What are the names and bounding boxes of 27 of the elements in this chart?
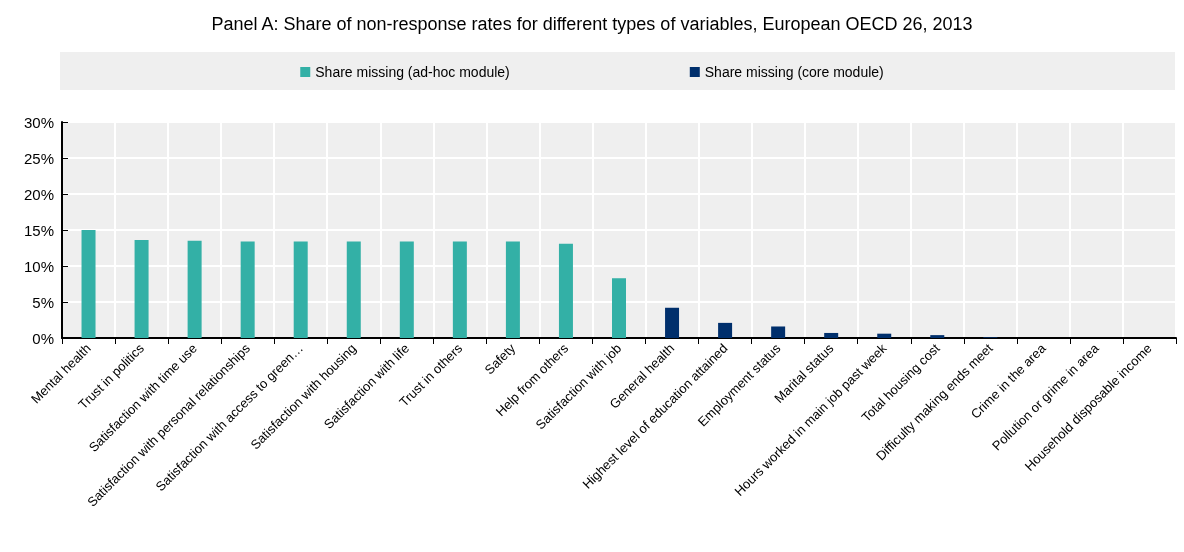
y-tick-label: 20% <box>23 185 54 203</box>
y-tick-label: 5% <box>32 293 54 311</box>
bar <box>824 332 839 338</box>
bar <box>505 241 520 338</box>
y-tick-label: 25% <box>23 149 54 167</box>
bar <box>771 326 786 338</box>
chart-title: Panel A: Share of non-response rates for different types of variables, European OECD 26, 2013 <box>211 14 973 34</box>
bar <box>558 243 573 338</box>
bar <box>187 240 202 338</box>
bar <box>612 278 626 338</box>
bar <box>81 230 96 338</box>
bar <box>665 307 680 338</box>
bar <box>930 335 945 338</box>
y-tick-label: 15% <box>23 221 54 239</box>
bar <box>293 241 308 338</box>
bar <box>346 241 361 338</box>
y-tick-label: 30% <box>23 113 54 131</box>
bar <box>399 241 414 338</box>
bar <box>240 241 255 338</box>
bar <box>452 241 467 338</box>
legend-label: Share missing (core module) <box>704 64 884 80</box>
bar <box>134 240 149 338</box>
y-tick-label: 10% <box>23 257 54 275</box>
bar <box>718 322 733 338</box>
legend-label: Share missing (ad-hoc module) <box>315 64 510 80</box>
bar <box>877 333 892 338</box>
y-tick-label: 0% <box>32 329 54 347</box>
